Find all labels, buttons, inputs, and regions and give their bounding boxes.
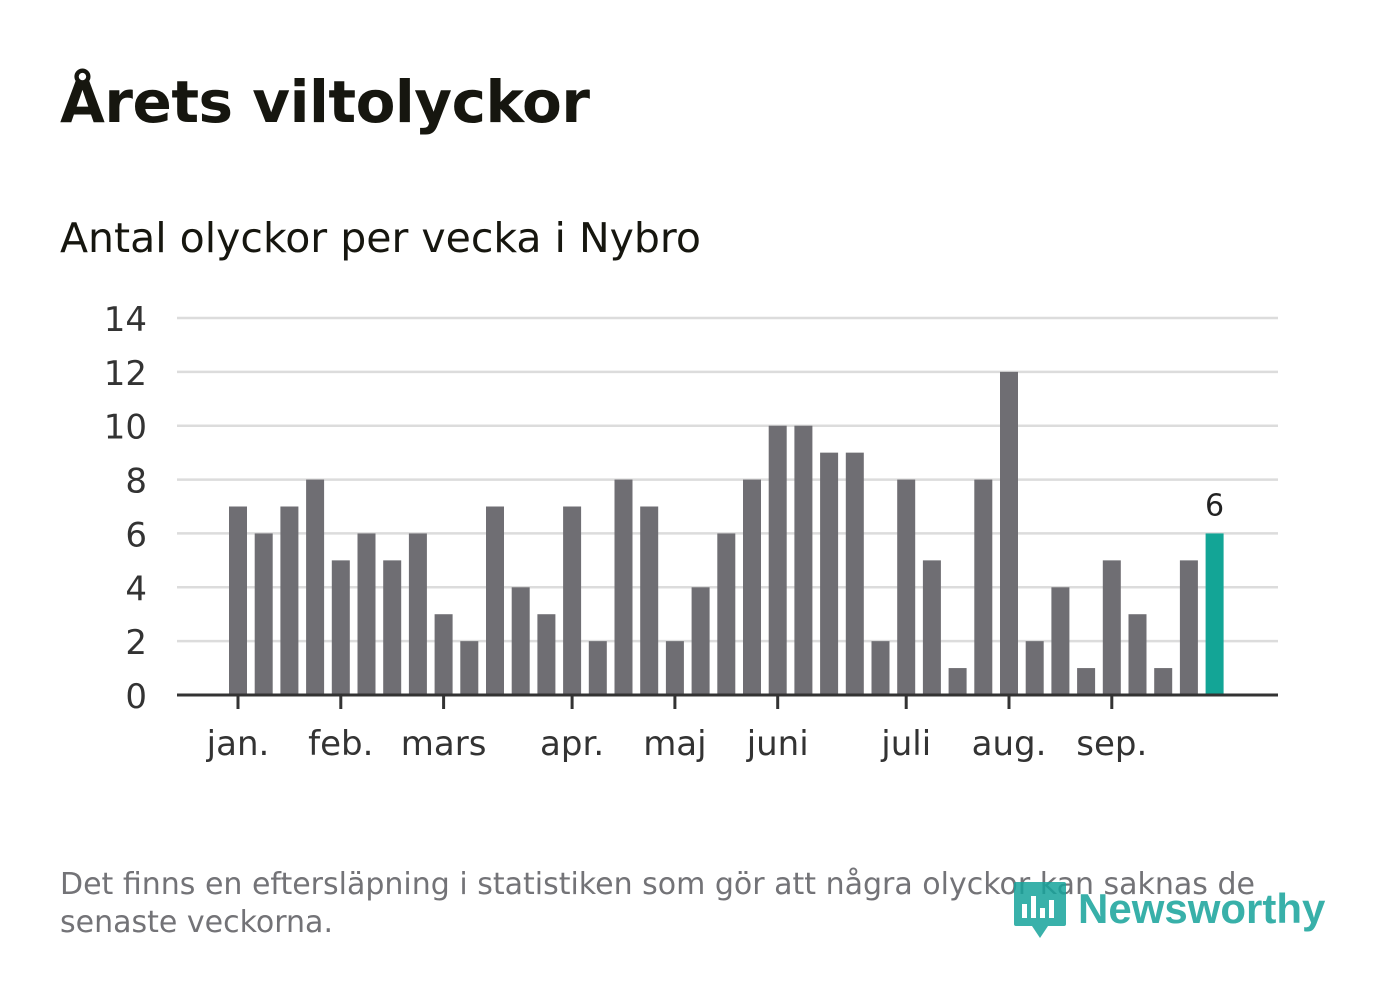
bar — [845, 452, 864, 695]
x-tick-label: sep. — [1076, 724, 1147, 764]
newsworthy-logo: Newsworthy — [1010, 876, 1325, 942]
bar — [486, 506, 504, 695]
bar — [254, 533, 273, 695]
bar — [1179, 560, 1198, 695]
highlight-data-label: 6 — [1205, 488, 1224, 523]
bar — [588, 641, 607, 695]
x-tick-label: apr. — [540, 724, 604, 764]
chart-title: Årets viltolyckor — [60, 68, 590, 136]
bar — [434, 614, 453, 695]
y-tick-label: 6 — [125, 515, 147, 555]
x-tick-label: juli — [880, 724, 931, 764]
bar — [511, 587, 530, 695]
y-tick-label: 8 — [125, 462, 147, 502]
bar — [691, 587, 710, 695]
bar — [460, 641, 479, 695]
bar — [948, 668, 967, 695]
bar — [820, 452, 839, 695]
bar — [871, 641, 890, 695]
x-tick-label: maj — [643, 724, 706, 764]
y-tick-label: 12 — [104, 354, 147, 394]
bar — [922, 560, 941, 695]
bar — [794, 425, 813, 695]
bar — [383, 560, 402, 695]
newsworthy-logo-text: Newsworthy — [1078, 885, 1326, 932]
y-tick-label: 4 — [125, 569, 147, 609]
bar — [1051, 587, 1070, 695]
bar — [280, 506, 299, 695]
x-tick-label: aug. — [972, 724, 1047, 764]
bar — [614, 479, 633, 695]
y-tick-label: 14 — [104, 300, 147, 340]
bar — [640, 506, 659, 695]
x-tick-label: juni — [746, 724, 809, 764]
bar — [1025, 641, 1044, 695]
newsworthy-logo-icon — [1014, 882, 1066, 938]
bar — [974, 479, 993, 695]
bar — [665, 641, 684, 695]
chart-subtitle: Antal olyckor per vecka i Nybro — [60, 214, 701, 262]
bar — [1000, 371, 1018, 695]
data-labels: 6 — [1205, 488, 1224, 523]
y-tick-label: 2 — [125, 623, 147, 663]
x-tick-label: mars — [401, 724, 487, 764]
x-tick-label: jan. — [206, 724, 270, 764]
bar — [768, 425, 787, 695]
bar — [357, 533, 376, 695]
bar — [897, 479, 916, 695]
x-axis-tick-labels: jan. feb. mars apr. maj juni juli aug. sep. — [206, 695, 1147, 764]
bar — [1077, 668, 1096, 695]
x-tick-label: feb. — [308, 724, 373, 764]
bar — [229, 506, 247, 695]
bar — [1102, 560, 1121, 695]
bar — [563, 506, 582, 695]
bar — [306, 479, 325, 695]
bar — [537, 614, 556, 695]
bar — [1128, 614, 1147, 695]
bar — [717, 533, 736, 695]
bar-highlighted — [1205, 533, 1224, 695]
bar — [743, 479, 761, 695]
bars — [229, 371, 1224, 695]
bar — [331, 560, 350, 695]
bar — [1154, 668, 1173, 695]
y-tick-label: 10 — [104, 408, 147, 448]
bar — [408, 533, 427, 695]
y-tick-label: 0 — [125, 677, 147, 717]
y-axis-tick-labels: 0 2 4 6 8 10 12 14 — [104, 300, 147, 717]
